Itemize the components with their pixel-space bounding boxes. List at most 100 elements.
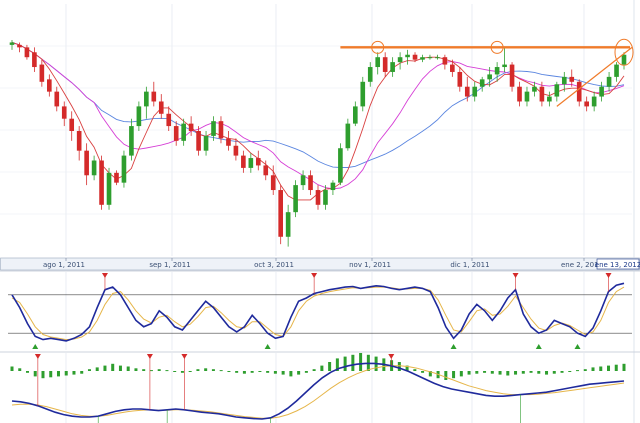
macd-histogram-bar [18,368,22,371]
candle-body [621,54,627,65]
x-axis: ago 1, 2011 sep 1, 2011 oct 3, 2011 nov 1, … [43,258,640,270]
macd-histogram-bar [545,371,549,375]
candle-body [99,160,104,205]
stoch-signal-line [11,286,625,341]
buy-marker [535,344,542,349]
current-date-frame [596,258,640,270]
macd-histogram-bar [514,371,518,375]
candle-body [330,182,336,191]
candle [233,138,239,161]
macd-signal-line [11,365,625,419]
candle-body [84,150,89,176]
candle-body [591,96,597,107]
candle-body [375,57,381,68]
candle-body [278,190,283,237]
candle-body [9,42,15,45]
macd-histogram-bar [397,362,401,371]
candle [91,155,97,181]
macd-histogram-bar [622,363,626,371]
candle-body [606,76,612,87]
macd-histogram-bar [506,371,510,376]
candle-body [323,190,328,205]
candle-body [584,101,589,107]
candle [106,167,112,210]
candle-body [181,123,186,141]
candle-body [576,81,582,102]
candle [576,79,582,107]
candle [76,126,82,161]
macd-histogram-bar [537,371,541,374]
candle [285,204,291,247]
candle-body [554,84,560,97]
macd-histogram-bar [483,371,487,373]
macd-histogram-bar [607,365,611,371]
highlight-circle [614,38,634,66]
macd-histogram-bar [583,369,587,371]
candle [435,54,440,60]
candle-body [54,91,60,107]
candle-body [397,57,403,63]
candle [382,52,388,77]
candle-body [248,158,254,168]
candle [54,86,60,112]
candle-body [47,79,52,92]
candle-body [255,158,261,166]
macd-histogram-bar [599,366,603,371]
candle-body [412,54,418,60]
candle-body [285,212,291,237]
macd-histogram-bar [320,365,324,371]
candle-body [233,145,239,156]
candle [427,54,433,60]
macd-histogram-bar [111,363,115,371]
sell-marker [605,273,612,278]
candle-body [158,101,164,114]
price-panel [9,38,634,247]
macd-histogram-bar [103,365,107,371]
candle-body [509,64,515,87]
macd-histogram-bar [328,362,332,371]
candle [158,94,164,119]
candle [420,54,425,63]
candle-body [91,160,97,176]
candle-body [114,172,119,183]
candle-body [614,64,619,77]
macd-histogram-bar [165,370,169,372]
candle-body [353,106,358,124]
candle-body [136,106,142,127]
candle [330,180,336,195]
candle [211,116,216,141]
macd-histogram-bar [142,369,146,371]
candle [293,180,298,218]
macd-histogram-bar [568,371,572,372]
candle-body [32,52,37,68]
candle [300,170,306,191]
candle-body [144,91,149,107]
candle-body [427,57,433,59]
candle [196,126,201,156]
macd-sell-marker [388,354,395,359]
macd-histogram-bar [242,371,246,374]
buy-marker [450,344,457,349]
candle [606,71,612,92]
x-tick-label: ago 1, 2011 [43,261,85,269]
candle-body [561,76,567,85]
candle [532,81,537,97]
candle [412,52,418,63]
candle [166,106,172,131]
candle [539,81,545,107]
candle-body [39,64,45,82]
macd-histogram-bar [452,371,456,379]
macd-histogram-bar [576,370,580,372]
candle-body [218,121,224,139]
candle-body [61,106,67,119]
x-tick-label: ene 2, 2012 [561,261,603,269]
candle [591,91,597,112]
macd-histogram-bar [56,371,60,377]
candle-body [76,131,82,151]
macd-histogram-bar [157,369,161,371]
candle-body [24,47,30,58]
sell-marker [512,273,519,278]
candle [47,74,52,97]
